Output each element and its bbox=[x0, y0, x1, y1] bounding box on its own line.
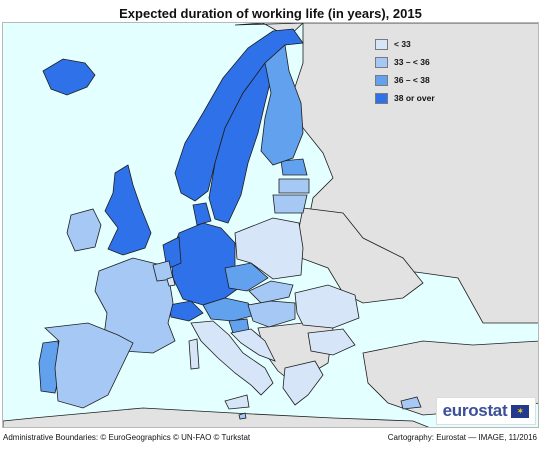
footer-boundaries-credit: Administrative Boundaries: © EuroGeograp… bbox=[3, 433, 251, 442]
legend-item-1: < 33 bbox=[375, 35, 471, 53]
europe-map bbox=[3, 23, 538, 427]
sweden-region bbox=[208, 62, 274, 224]
latvia-region bbox=[278, 178, 310, 194]
legend-item-3: 36 – < 38 bbox=[375, 71, 471, 89]
legend-item-2: 33 – < 36 bbox=[375, 53, 471, 71]
legend-label-3: 36 – < 38 bbox=[394, 75, 430, 85]
portugal-region bbox=[38, 340, 62, 394]
uk-region bbox=[104, 164, 152, 256]
map-title: Expected duration of working life (in ye… bbox=[119, 6, 422, 21]
germany-region bbox=[170, 222, 244, 306]
bulgaria-region bbox=[307, 328, 356, 356]
legend-swatch-2 bbox=[375, 56, 388, 68]
spain-region bbox=[44, 322, 134, 409]
legend-swatch-4 bbox=[375, 92, 388, 104]
legend-label-2: 33 – < 36 bbox=[394, 57, 430, 67]
legend-label-1: < 33 bbox=[394, 39, 411, 49]
estonia-region bbox=[280, 158, 308, 176]
hungary-region bbox=[247, 300, 296, 328]
eurostat-logo: eurostat ✶ bbox=[436, 397, 536, 425]
slovakia-region bbox=[248, 280, 294, 304]
italy-region bbox=[190, 320, 274, 396]
sicily-region bbox=[224, 394, 250, 410]
map-legend: < 33 33 – < 36 36 – < 38 38 or over bbox=[375, 35, 471, 107]
ireland-region bbox=[66, 208, 102, 252]
legend-swatch-1 bbox=[375, 38, 388, 50]
countries bbox=[38, 28, 422, 420]
greece-region bbox=[282, 360, 324, 406]
malta-region bbox=[238, 412, 247, 420]
legend-item-4: 38 or over bbox=[375, 89, 471, 107]
norway-region bbox=[174, 28, 304, 202]
finland-region bbox=[260, 44, 304, 166]
sardinia-corsica-region bbox=[188, 338, 200, 370]
cyprus-region bbox=[400, 396, 422, 410]
eu-flag-icon: ✶ bbox=[511, 404, 530, 418]
legend-label-4: 38 or over bbox=[394, 93, 435, 103]
romania-region bbox=[294, 284, 360, 329]
switzerland-region bbox=[168, 300, 204, 322]
eurostat-logo-text: eurostat bbox=[442, 401, 508, 420]
luxembourg-region bbox=[166, 276, 176, 287]
czechia-region bbox=[224, 262, 269, 292]
north-africa-land bbox=[3, 407, 430, 427]
denmark-region bbox=[192, 202, 212, 226]
lithuania-region bbox=[272, 194, 308, 214]
croatia-region bbox=[230, 328, 276, 362]
iceland-region bbox=[42, 58, 96, 96]
footer-cartography-credit: Cartography: Eurostat — IMAGE, 11/2016 bbox=[387, 433, 537, 442]
map-frame: < 33 33 – < 36 36 – < 38 38 or over euro… bbox=[2, 22, 539, 428]
poland-region bbox=[234, 217, 304, 280]
legend-swatch-3 bbox=[375, 74, 388, 86]
